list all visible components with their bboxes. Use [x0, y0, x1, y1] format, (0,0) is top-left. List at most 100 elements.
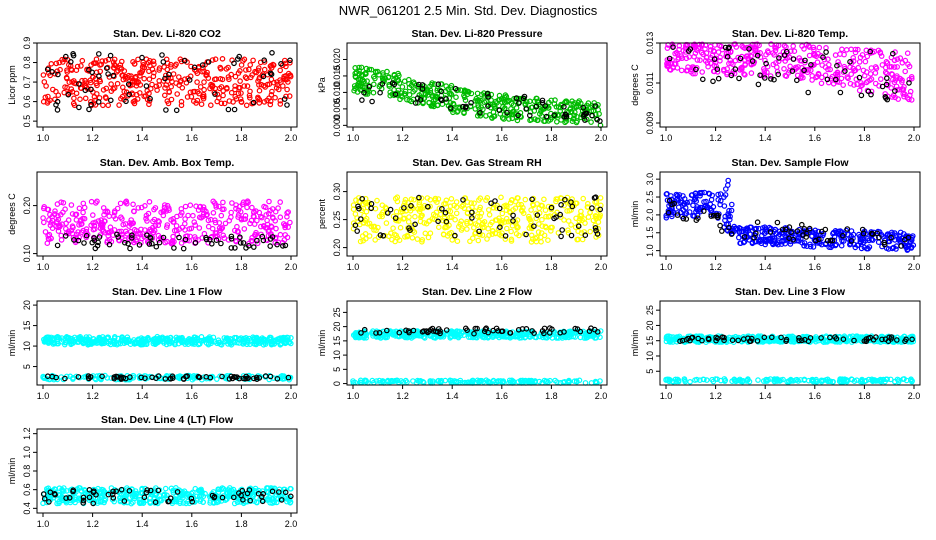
data-point	[872, 70, 879, 76]
data-point	[264, 81, 271, 88]
x-tick-label: 2.0	[908, 262, 921, 272]
data-point	[674, 210, 681, 216]
data-point	[216, 339, 222, 346]
data-point	[548, 204, 555, 211]
data-point	[857, 239, 864, 246]
data-point	[483, 113, 489, 119]
data-point	[707, 207, 714, 214]
data-point	[865, 376, 872, 383]
data-point	[44, 66, 51, 73]
data-point	[869, 231, 876, 237]
x-tick-label: 2.0	[595, 262, 608, 272]
data-point	[88, 86, 94, 93]
data-point	[798, 74, 805, 80]
data-point	[147, 57, 153, 64]
data-point	[798, 221, 805, 228]
panel-4: Stan. Dev. Amb. Box Temp.1.0 1.2 1.4 1.6 1.8…	[7, 157, 298, 272]
data-point	[421, 335, 428, 341]
data-point	[182, 203, 189, 210]
x-tick-label: 1.2	[396, 133, 409, 143]
data-point	[579, 217, 585, 224]
data-point	[489, 228, 496, 234]
data-point	[429, 102, 436, 108]
y-tick-label: 0.20	[332, 239, 342, 257]
data-point	[542, 207, 549, 214]
data-point	[667, 339, 673, 345]
data-point	[674, 376, 681, 383]
data-point	[141, 75, 148, 82]
data-point	[529, 196, 535, 203]
data-point	[833, 229, 840, 236]
data-point	[101, 218, 108, 224]
data-point	[862, 58, 869, 65]
data-point	[534, 98, 541, 105]
data-point	[741, 71, 747, 77]
data-point	[385, 377, 391, 384]
data-point	[63, 220, 69, 227]
data-point	[380, 70, 386, 76]
data-point	[888, 71, 895, 77]
data-point	[868, 91, 874, 98]
data-point	[561, 329, 567, 335]
data-point	[396, 329, 403, 336]
data-point	[68, 58, 74, 65]
data-point	[553, 119, 560, 125]
data-point	[224, 85, 230, 91]
data-point	[732, 66, 739, 72]
data-point	[107, 224, 114, 231]
y-tick-label: 0.5	[22, 115, 32, 128]
data-point	[698, 49, 705, 56]
data-point	[232, 245, 238, 251]
x-tick-label: 1.0	[660, 133, 673, 143]
data-point	[138, 374, 145, 381]
data-point	[672, 50, 678, 57]
data-point	[740, 336, 747, 342]
data-point	[287, 73, 294, 80]
data-point	[192, 222, 199, 228]
data-point	[99, 222, 105, 228]
data-point	[565, 230, 572, 236]
data-point	[523, 325, 530, 332]
data-point	[908, 74, 915, 80]
data-point	[393, 208, 400, 215]
data-point	[736, 75, 742, 82]
data-point	[498, 194, 504, 201]
data-point	[247, 62, 254, 68]
data-point	[262, 341, 269, 347]
data-point	[796, 337, 802, 344]
data-point	[666, 376, 672, 383]
data-point	[446, 222, 452, 229]
data-point	[593, 227, 599, 234]
data-point	[247, 88, 253, 95]
data-point	[452, 216, 458, 223]
data-point	[856, 74, 863, 81]
data-point	[589, 205, 595, 211]
data-point	[424, 329, 431, 336]
data-point	[749, 58, 756, 64]
data-point	[191, 339, 198, 345]
data-point	[476, 231, 483, 237]
data-point	[406, 329, 412, 336]
data-point	[774, 219, 781, 226]
data-point	[589, 112, 595, 119]
data-point	[253, 374, 260, 381]
x-tick-label: 1.6	[496, 262, 509, 272]
data-point	[492, 198, 498, 204]
data-point	[266, 227, 272, 234]
x-tick-label: 1.4	[759, 262, 772, 272]
data-point	[690, 202, 696, 209]
data-point	[366, 233, 373, 239]
data-point	[51, 335, 57, 341]
data-point	[212, 56, 219, 63]
data-point	[242, 375, 249, 382]
data-point	[287, 219, 293, 226]
data-point	[205, 59, 212, 65]
data-point	[592, 103, 599, 109]
y-tick-label: 0.20	[22, 197, 32, 215]
data-point	[265, 210, 272, 217]
data-point	[509, 109, 516, 115]
data-point	[268, 223, 275, 230]
data-point	[268, 71, 275, 78]
data-point	[500, 104, 506, 110]
data-point	[885, 246, 892, 252]
